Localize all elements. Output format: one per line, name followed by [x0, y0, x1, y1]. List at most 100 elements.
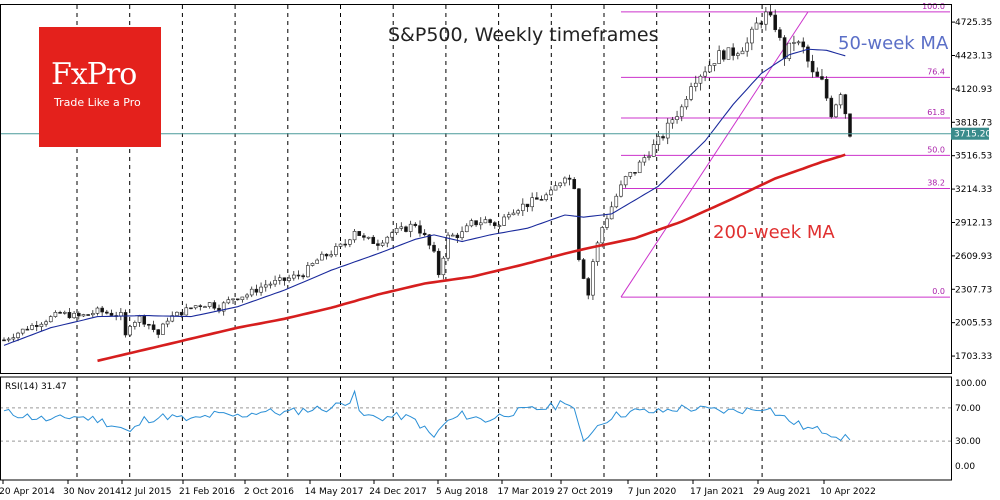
vertical-grid — [76, 5, 763, 480]
candle-body — [834, 104, 838, 118]
candle-body — [497, 225, 502, 227]
candle-body — [656, 136, 661, 145]
price-tick-label: 4423.13 — [955, 51, 992, 61]
candle-body — [581, 259, 586, 279]
time-tick-label: 14 May 2017 — [305, 487, 364, 497]
candle-body — [563, 177, 567, 184]
candle-body — [320, 253, 324, 261]
candle-body — [530, 197, 534, 208]
candle-body — [352, 231, 357, 241]
rsi-tick-label: 100.00 — [955, 379, 987, 389]
candle-body — [572, 179, 577, 190]
candle-body — [829, 97, 834, 118]
candle-body — [764, 11, 768, 25]
candle-body — [282, 277, 287, 281]
candle-body — [366, 236, 371, 239]
candle-body — [586, 278, 591, 296]
candle-body — [544, 194, 548, 200]
candle-body — [39, 323, 44, 327]
candle-body — [137, 315, 142, 323]
candle-body — [745, 42, 749, 52]
candle-body — [731, 47, 735, 56]
candle-body — [619, 184, 623, 197]
candle-body — [591, 261, 595, 296]
candle-body — [670, 119, 675, 124]
candle-body — [338, 243, 343, 247]
candle-body — [736, 53, 740, 56]
candle-body — [357, 231, 362, 236]
price-tick-label: 3214.33 — [955, 185, 992, 195]
candle-body — [72, 312, 76, 319]
candle-body — [796, 41, 801, 44]
price-tick-label: 4725.35 — [955, 18, 992, 28]
candlesticks — [2, 4, 852, 343]
moving-averages — [3, 48, 846, 363]
rsi-tick-label: 0.00 — [955, 462, 975, 472]
candle-body — [549, 189, 553, 196]
candle-body — [221, 302, 226, 312]
candle-body — [810, 60, 815, 73]
candle-body — [647, 156, 651, 158]
candle-body — [291, 274, 296, 279]
candle-body — [212, 302, 217, 309]
candle-body — [474, 220, 478, 226]
candle-body — [245, 294, 249, 298]
candle-body — [296, 274, 301, 277]
candle-body — [413, 223, 418, 226]
candle-body — [446, 234, 450, 259]
candle-body — [249, 288, 254, 296]
candle-body — [750, 28, 754, 44]
candle-body — [806, 46, 810, 62]
candle-body — [380, 242, 385, 246]
candle-body — [577, 188, 581, 260]
candle-body — [539, 199, 544, 201]
ma200-line — [97, 153, 846, 363]
rsi-panel-border — [0, 376, 952, 481]
candle-body — [161, 323, 165, 335]
ma200-label: 200-week MA — [713, 222, 835, 243]
candle-body — [404, 226, 408, 232]
time-tick-label: 17 Mar 2019 — [497, 487, 554, 497]
candle-body — [483, 219, 488, 224]
candle-body — [820, 76, 824, 80]
candle-body — [455, 234, 460, 239]
candle-body — [53, 312, 58, 317]
candle-body — [614, 195, 619, 208]
candle-body — [460, 231, 464, 239]
candle-body — [679, 106, 684, 117]
candle-body — [516, 210, 520, 214]
candle-body — [128, 326, 132, 336]
candle-body — [521, 203, 525, 212]
candle-body — [759, 22, 763, 25]
candle-body — [95, 307, 100, 314]
candle-body — [436, 250, 441, 276]
candle-body — [511, 212, 516, 216]
candle-body — [371, 236, 376, 244]
candle-body — [651, 144, 656, 157]
candle-body — [105, 311, 109, 314]
candle-body — [492, 222, 497, 227]
candle-body — [801, 41, 806, 48]
candle-body — [315, 259, 319, 264]
candle-body — [605, 218, 609, 228]
candle-body — [133, 322, 137, 327]
candle-body — [703, 71, 707, 77]
candle-body — [25, 328, 30, 331]
candle-body — [76, 312, 81, 317]
candle-body — [717, 50, 721, 64]
candle-body — [259, 286, 263, 293]
candle-body — [11, 337, 16, 340]
price-tick-label: 2912.13 — [955, 218, 992, 228]
candle-body — [6, 338, 11, 341]
rsi-tick-label: 30.00 — [955, 437, 981, 447]
time-tick-label: 2 Oct 2016 — [244, 487, 294, 497]
logo-brand-name: FxPro — [51, 57, 137, 92]
time-axis: 20 Apr 2014 30 Nov 2014 12 Jul 2015 21 Feb … — [0, 480, 876, 497]
candle-body — [100, 307, 104, 313]
candle-body — [427, 234, 432, 246]
time-tick-label: 7 Jun 2020 — [628, 487, 677, 497]
candle-body — [310, 263, 315, 266]
candle-body — [558, 182, 563, 187]
candle-body — [567, 177, 572, 180]
candle-body — [525, 203, 530, 208]
